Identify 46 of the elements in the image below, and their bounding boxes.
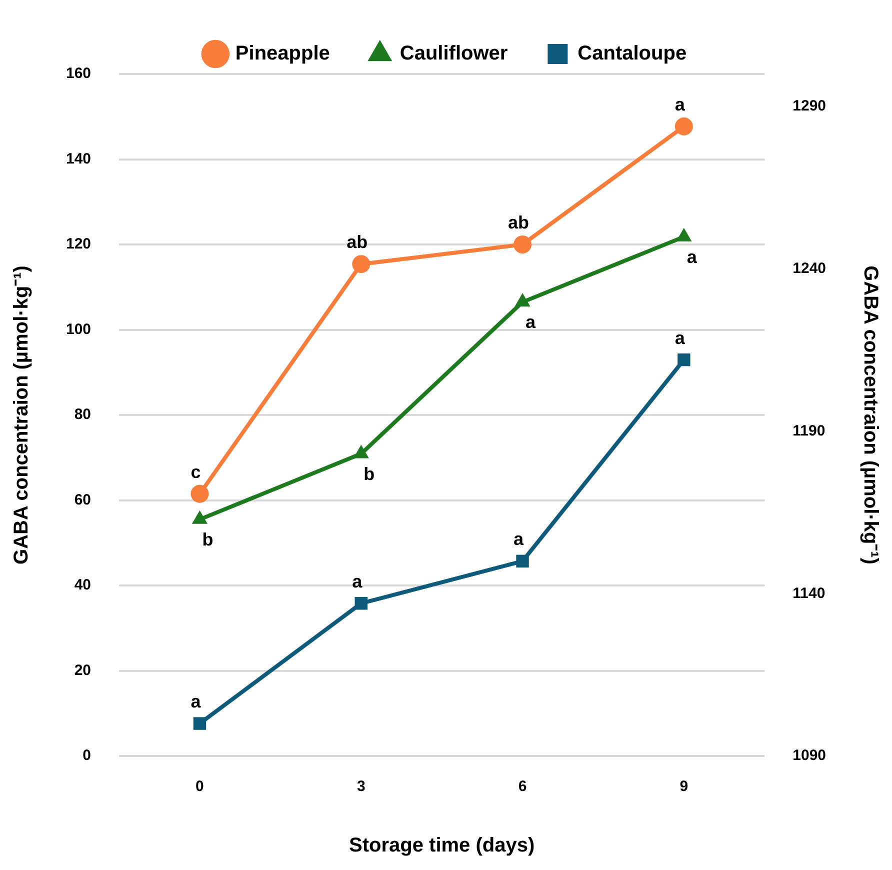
y-tick-label: 0	[82, 747, 92, 764]
point	[354, 597, 368, 610]
data-label: b	[202, 529, 214, 550]
y2-tick-label: 1190	[792, 422, 826, 440]
y-tick-label: 20	[74, 662, 92, 679]
x-axis-title: Storage time (days)	[349, 834, 535, 857]
y-tick-label: 40	[74, 576, 92, 594]
x-tick-label: 0	[196, 778, 204, 796]
y-axis-title: GABA concentraion (µmol·kg⁻¹)	[10, 266, 33, 564]
x-tick-label: 6	[518, 778, 527, 796]
data-label: ab	[346, 232, 368, 252]
y-tick-label: 140	[66, 150, 92, 168]
data-label: a	[352, 571, 364, 592]
data-label: a	[190, 691, 202, 712]
legend-label: Pineapple	[235, 42, 330, 65]
data-label: a	[514, 529, 525, 550]
point	[192, 510, 208, 524]
point	[514, 236, 532, 254]
y-tick-label: 60	[74, 491, 92, 508]
data-label: a	[526, 312, 537, 332]
legend-label: Cauliflower	[400, 42, 508, 65]
y2-tick-label: 1290	[792, 98, 826, 115]
y-tick-label: 100	[66, 320, 92, 338]
x-tick-label: 3	[356, 778, 366, 796]
y2-axis-title: GABA concentraion (µmol·kg⁻¹)	[859, 266, 882, 564]
data-label: ab	[508, 212, 530, 232]
y2-tick-label: 1240	[792, 260, 826, 277]
point	[353, 444, 369, 458]
legend-label: Cantaloupe	[578, 42, 687, 65]
data-label: a	[674, 94, 686, 114]
point	[678, 353, 690, 366]
point	[352, 255, 370, 274]
point	[674, 117, 693, 136]
y2-tick-label: 1140	[792, 584, 826, 602]
y-tick-label: 160	[66, 65, 92, 82]
data-label: b	[364, 464, 375, 484]
point	[193, 717, 206, 730]
point	[514, 293, 530, 307]
data-label: a	[686, 246, 698, 267]
x-tick-label: 9	[680, 778, 688, 796]
y2-tick-label: 1090	[792, 747, 826, 764]
data-label: a	[674, 328, 686, 348]
y-tick-label: 120	[66, 236, 92, 253]
y-tick-label: 80	[74, 406, 92, 424]
data-label: c	[190, 462, 201, 482]
point	[516, 554, 529, 568]
